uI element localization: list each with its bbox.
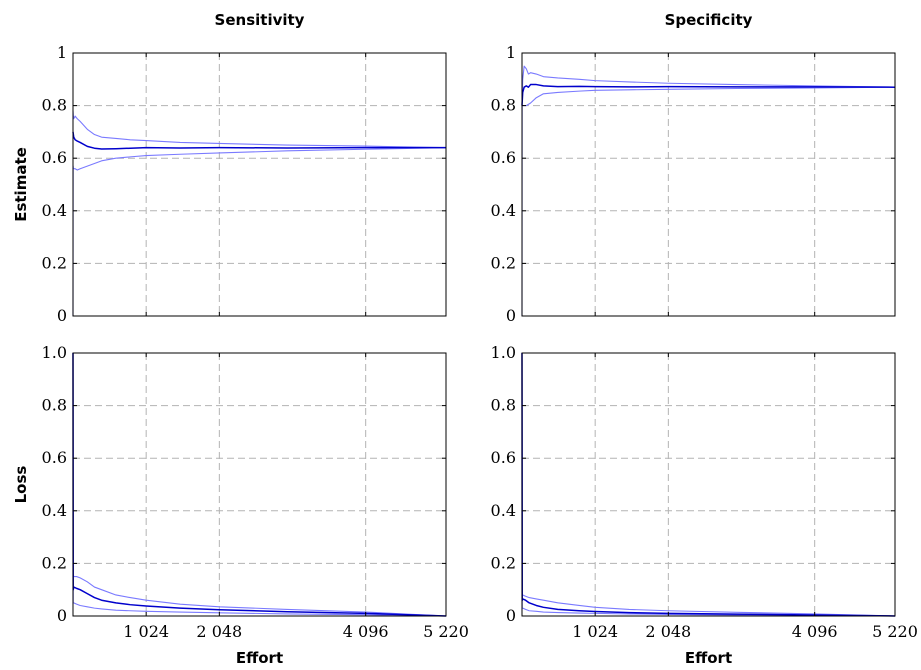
y-tick-label: 0	[506, 306, 516, 325]
x-tick-label: 4 096	[343, 622, 389, 641]
series-line-upper	[521, 65, 896, 106]
y-axis-label: Estimate	[12, 147, 30, 222]
x-tick-label: 2 048	[645, 622, 691, 641]
y-tick-label: 0.4	[42, 501, 67, 520]
x-axis-label: Effort	[236, 649, 283, 667]
y-tick-label: 0.6	[42, 448, 67, 467]
x-axis-label: Effort	[685, 649, 732, 667]
series-line-lower	[72, 352, 447, 617]
y-tick-label: 0	[506, 606, 516, 625]
y-tick-label: 0.8	[42, 396, 67, 415]
column-title: Specificity	[665, 11, 753, 29]
x-tick-label: 5 220	[423, 622, 469, 641]
y-tick-label: 0.6	[42, 148, 67, 167]
series-line-estimate	[521, 352, 896, 617]
plot-frame	[521, 52, 896, 317]
x-tick-label: 5 220	[872, 622, 918, 641]
y-tick-label: 0	[57, 606, 67, 625]
series-line-upper	[72, 352, 447, 617]
y-tick-label: 0.6	[491, 148, 516, 167]
column-title: Sensitivity	[215, 11, 305, 29]
series-line-upper	[521, 352, 896, 617]
series-line-lower	[521, 86, 896, 317]
y-tick-label: 0.8	[42, 96, 67, 115]
y-tick-label: 0.2	[42, 553, 67, 572]
series-line-estimate	[521, 83, 896, 106]
x-tick-label: 1 024	[123, 622, 169, 641]
y-tick-label: 0.4	[491, 501, 516, 520]
series-line-lower	[72, 147, 447, 317]
y-tick-label: 1.0	[491, 343, 516, 362]
y-tick-label: 0.2	[491, 553, 516, 572]
chart-panel-2: 0 0.2 0.4 0.6 0.8 1 Specificity	[491, 11, 896, 325]
y-tick-label: 0.6	[491, 448, 516, 467]
y-tick-label: 1	[57, 43, 67, 62]
y-tick-label: 0.8	[491, 396, 516, 415]
y-tick-label: 0.2	[42, 253, 67, 272]
y-tick-label: 0.2	[491, 253, 516, 272]
y-tick-label: 0	[57, 306, 67, 325]
y-tick-label: 1	[506, 43, 516, 62]
x-tick-label: 2 048	[196, 622, 242, 641]
plot-frame	[521, 352, 896, 617]
chart-panel-4: 0 0.2 0.4 0.6 0.8 1.0 1 024 2 048 4 096 5 220 Effo…	[491, 343, 918, 667]
series-line-lower	[521, 352, 896, 617]
y-tick-label: 0.8	[491, 96, 516, 115]
series-line-estimate	[72, 131, 446, 150]
plot-frame	[72, 52, 447, 317]
chart-panel-3: 0 0.2 0.4 0.6 0.8 1.0 1 024 2 048 4 096 5 220 Loss…	[12, 343, 469, 667]
chart-panel-1: 0 0.2 0.4 0.6 0.8 1 Sensitivity Estimate	[12, 11, 447, 325]
series-line-upper	[72, 110, 447, 149]
plot-frame	[72, 352, 447, 617]
x-tick-label: 1 024	[572, 622, 618, 641]
y-tick-label: 0.4	[42, 201, 67, 220]
y-tick-label: 1.0	[42, 343, 67, 362]
y-axis-label: Loss	[12, 466, 30, 504]
y-tick-label: 0.4	[491, 201, 516, 220]
series-line-estimate	[72, 352, 447, 617]
x-tick-label: 4 096	[792, 622, 838, 641]
